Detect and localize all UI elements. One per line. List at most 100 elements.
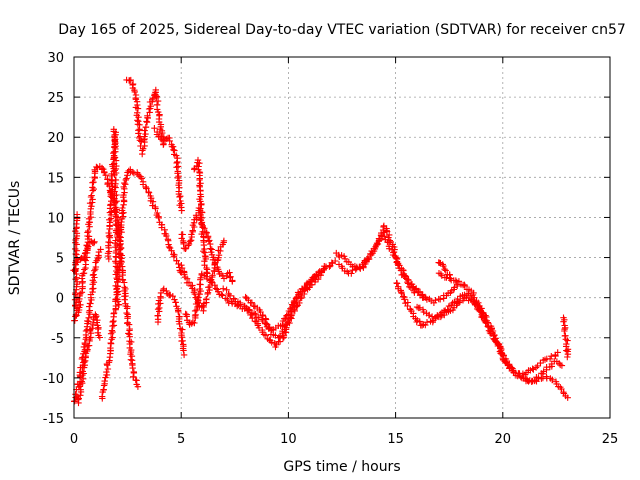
data-point [401,272,408,279]
data-point [72,228,79,235]
data-point [478,305,485,312]
series-arc8 [123,76,145,150]
data-point [537,359,544,367]
series-arc17 [220,257,339,351]
data-point [111,171,118,178]
data-point [178,207,185,214]
data-point [83,242,90,249]
y-tick-label: 30 [47,51,64,66]
y-tick-label: 10 [47,211,64,226]
data-point [113,198,120,205]
series-arc4 [75,163,142,390]
series-arc3 [71,211,81,324]
data-point [111,208,118,215]
data-point [176,193,183,201]
data-point [154,312,161,319]
data-point [143,118,150,125]
data-point [174,174,181,182]
data-point [175,308,182,315]
data-point [314,276,322,283]
data-point [196,160,203,167]
x-tick-label: 20 [495,432,512,447]
data-point [85,227,92,235]
data-point [205,238,212,245]
data-point [113,253,120,261]
data-point [367,250,374,257]
data-point [170,253,178,260]
data-point [356,263,363,271]
data-point [84,229,91,236]
data-point [115,301,122,308]
data-point [413,303,421,311]
y-tick-label: 25 [47,91,64,106]
data-point [451,284,458,291]
data-point [317,272,324,279]
data-point [380,222,388,229]
data-point [94,255,102,262]
data-point [77,301,84,309]
data-point [186,238,194,245]
data-point [252,310,259,318]
data-point [442,267,449,274]
data-point [107,339,114,347]
data-point [170,146,177,153]
series-arc11 [151,125,185,214]
data-point [534,362,541,370]
data-point [209,272,216,279]
data-point [182,245,189,252]
y-tick-label: 5 [56,252,64,267]
y-tick-label: 15 [47,171,64,186]
data-point [89,272,97,279]
data-point [393,280,401,287]
data-point [134,105,142,112]
data-point [93,163,100,171]
data-point [178,262,185,269]
data-point [107,330,115,337]
data-point [84,317,91,325]
series-arc7 [104,126,123,308]
data-point [108,187,115,195]
data-point [185,240,193,248]
data-point [248,299,256,306]
data-point [144,112,151,119]
data-point [563,347,570,354]
data-point [176,320,183,328]
data-point [81,358,88,366]
data-point [380,229,387,236]
data-point [405,277,412,284]
data-point [166,137,173,145]
data-point [211,282,218,289]
data-point [113,225,121,233]
data-point [112,271,119,278]
data-point [210,267,218,274]
data-point [564,337,571,344]
data-point [189,319,197,326]
data-point [86,300,94,307]
data-point [151,125,158,132]
data-point [549,376,556,383]
data-point [98,393,106,400]
data-point [159,129,166,137]
series-arc23 [435,270,561,378]
series-arc25 [560,314,572,361]
series-arc10 [139,86,167,158]
data-point [230,295,237,302]
data-point [87,193,95,201]
y-tick-label: 20 [47,131,64,146]
data-point [215,252,223,259]
x-tick-label: 10 [280,432,297,447]
data-point [446,271,453,279]
y-axis-label: SDTVAR / TECUs [7,181,23,296]
data-point [91,238,98,245]
data-point [554,349,561,356]
x-tick-label: 5 [177,432,185,447]
data-point [249,315,256,322]
data-point [223,286,230,293]
data-point [134,383,142,390]
data-point [72,391,79,398]
y-tick-label: -10 [43,372,64,387]
data-point [421,293,429,301]
data-point [546,355,554,363]
data-point [444,306,451,313]
